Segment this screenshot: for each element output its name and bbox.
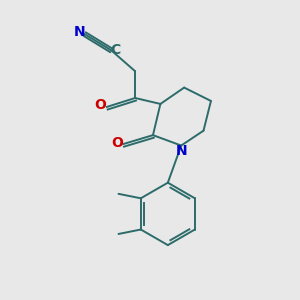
- Text: C: C: [110, 44, 120, 57]
- Text: N: N: [176, 144, 187, 158]
- Text: O: O: [111, 136, 123, 151]
- Text: N: N: [74, 25, 85, 39]
- Text: O: O: [94, 98, 106, 112]
